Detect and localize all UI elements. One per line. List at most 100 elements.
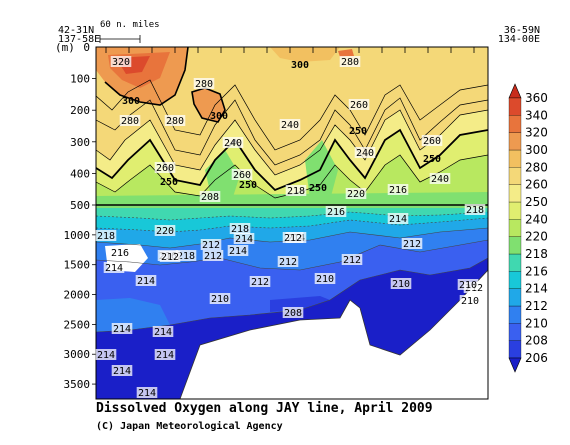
contour-label: 280 — [164, 115, 186, 127]
y-tick-label: 0 — [83, 41, 90, 54]
contour-label-text: 300 — [291, 60, 309, 71]
colorbar-swatch — [508, 305, 522, 324]
contour-label: 214 — [233, 233, 255, 245]
contour-label-bg — [95, 349, 117, 360]
contour-label-bg — [231, 169, 253, 180]
colorbar-swatch — [508, 149, 522, 168]
contour-label: 210 — [459, 295, 481, 307]
colorbar-swatch — [508, 253, 522, 272]
contour-label-text: 208 — [284, 308, 302, 319]
contour-label-text: 210 — [316, 274, 334, 285]
contour-label-text: 212 — [161, 252, 179, 263]
y-tick-label: 2500 — [64, 318, 91, 331]
end-station-lon: 134-00E — [498, 34, 540, 45]
contour-label-bg — [401, 238, 423, 249]
contour-label: 216 — [325, 206, 347, 218]
contour-label: 214 — [111, 323, 133, 335]
contour-label: 210 — [209, 293, 231, 305]
contour-label: 280 — [339, 56, 361, 68]
y-tick-label: 1500 — [64, 259, 91, 272]
end-station-lat: 36-59N — [504, 25, 540, 36]
contour-label: 212 — [277, 256, 299, 268]
band-surface-280 — [270, 47, 340, 62]
contour-label-text: 218 — [231, 224, 249, 235]
contour-upper-2 — [96, 109, 488, 176]
contour-label: 240 — [222, 137, 244, 149]
contour-label-text: 220 — [156, 226, 174, 237]
contour-label-bg — [199, 191, 221, 202]
contour-label-text: 212 — [204, 251, 222, 262]
contour-label: 212 — [159, 251, 181, 263]
contour-label: 300 — [210, 111, 228, 122]
contour-label-bg — [154, 162, 176, 173]
colorbar-top-arrow — [508, 83, 522, 99]
contour-label-bg — [282, 307, 304, 318]
contour-label: 300 — [291, 60, 309, 71]
contour-label-bg — [282, 232, 304, 243]
colorbar-label: 220 — [525, 230, 548, 244]
contour-label-text: 216 — [389, 185, 407, 196]
contour-label-bg — [341, 254, 363, 265]
contour-label-text: 214 — [389, 214, 407, 225]
contour-upper-300 — [104, 47, 189, 106]
contour-label-text: 214 — [137, 276, 155, 287]
contour-label: 250 — [239, 180, 257, 191]
contour-label-bg — [109, 247, 131, 258]
contour-lower-4 — [96, 257, 488, 333]
colorbar-label: 300 — [525, 143, 548, 157]
contour-label: 250 — [309, 183, 327, 194]
contour-upper-3 — [96, 128, 488, 192]
contour-label: 320 — [110, 56, 132, 68]
contour-label-bg — [345, 188, 367, 199]
contour-label-text: 216 — [327, 207, 345, 218]
colorbar-label: 360 — [525, 91, 548, 105]
colorbar-label: 340 — [525, 108, 548, 122]
contour-label-text: 210 — [461, 296, 479, 307]
contour-label: 208 — [282, 307, 304, 319]
contour-label-text: 218 — [177, 251, 195, 262]
contour-label: 210 — [457, 279, 479, 291]
contour-label-text: 250 — [423, 154, 441, 165]
colorbar-swatch — [508, 236, 522, 255]
y-tick-label: 100 — [70, 73, 90, 86]
contour-label-bg — [159, 251, 181, 262]
contour-label: 220 — [154, 225, 176, 237]
contour-label: 210 — [314, 273, 336, 285]
contour-label-text: 250 — [349, 126, 367, 137]
contour-label-bg — [227, 245, 249, 256]
contour-label-text: 260 — [423, 136, 441, 147]
sea-floor — [96, 269, 488, 399]
contour-label: 280 — [193, 78, 215, 90]
contour-label-bg — [103, 262, 125, 273]
contour-label-text: 260 — [233, 170, 251, 181]
contour-label-bg — [390, 278, 412, 289]
contour-label-text: 210 — [211, 294, 229, 305]
contour-label-bg — [387, 213, 409, 224]
contour-label-text: 280 — [195, 79, 213, 90]
contour-label-bg — [154, 349, 176, 360]
contour-label-bg — [175, 250, 197, 261]
colorbar-label: 210 — [525, 316, 548, 330]
chart-credit: (C) Japan Meteorological Agency — [96, 421, 283, 432]
y-tick-label: 1000 — [64, 229, 91, 242]
colorbar-swatch — [508, 115, 522, 133]
contour-label: 214 — [387, 213, 409, 225]
contour-label-text: 240 — [224, 138, 242, 149]
contour-label-text: 280 — [166, 116, 184, 127]
contour-label-bg — [154, 225, 176, 236]
contour-label: 212 — [341, 254, 363, 266]
contour-label: 220 — [345, 188, 367, 200]
contour-label-text: 216 — [111, 248, 129, 259]
contour-label-bg — [111, 365, 133, 376]
contour-label-text: 280 — [121, 116, 139, 127]
contour-label: 260 — [421, 135, 443, 147]
chart-title: Dissolved Oxygen along JAY line, April 2… — [96, 401, 433, 416]
contour-label-bg — [164, 115, 186, 126]
contour-label: 260 — [231, 169, 253, 181]
contour-label-text: 214 — [156, 350, 174, 361]
contour-label-bg — [111, 323, 133, 334]
contour-label-text: 214 — [113, 366, 131, 377]
colorbar-label: 260 — [525, 178, 548, 192]
